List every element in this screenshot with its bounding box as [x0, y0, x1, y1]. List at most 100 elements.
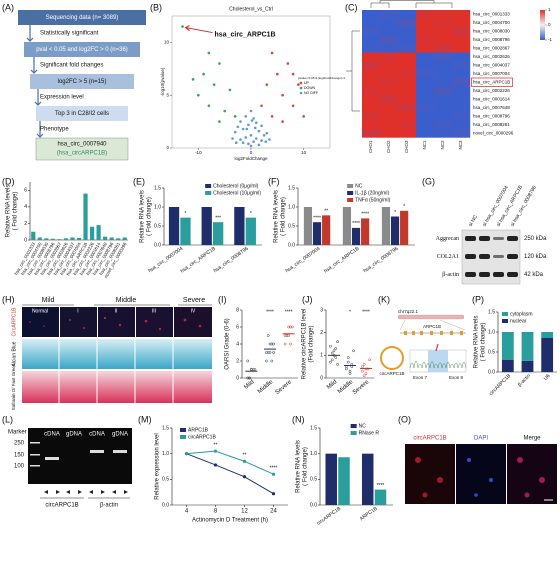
- heat-cell: [398, 61, 417, 70]
- point: [330, 358, 334, 362]
- bar: [57, 239, 62, 240]
- row-label: hsa_circ_0004037: [473, 62, 510, 67]
- bar: [50, 238, 55, 240]
- heat-cell: [452, 103, 471, 113]
- junction-arrow: [435, 343, 439, 352]
- point: [212, 83, 216, 86]
- significance: ****: [313, 216, 321, 222]
- heat-cell: [380, 112, 399, 121]
- bands: [465, 236, 518, 277]
- target-label: β-actin: [100, 503, 118, 509]
- significance: ****: [362, 309, 370, 315]
- heat-cell: [452, 61, 471, 70]
- bar-segment: [521, 332, 534, 361]
- point: [276, 72, 279, 76]
- y-axis-label: Relative circARPC1B level: [302, 309, 308, 380]
- y-tick-label: 1.5: [310, 425, 317, 431]
- y-tick-label: 0.5: [154, 223, 161, 229]
- y-tick-label: 0.0: [288, 242, 295, 248]
- significance: **: [324, 209, 328, 215]
- grade-label: I: [77, 308, 78, 314]
- significance: **: [214, 442, 218, 448]
- panel-label: (I): [218, 294, 227, 304]
- panel-label: (N): [292, 414, 305, 424]
- point: [236, 125, 240, 129]
- seq-text: chr7q22.1: [398, 309, 419, 314]
- marker: [242, 459, 247, 463]
- y-tick-label: 0.5: [310, 477, 317, 483]
- point: [272, 342, 275, 346]
- heat-cell: [380, 86, 399, 96]
- point: [287, 334, 291, 337]
- y-axis-label: -log10(pvalue): [160, 67, 165, 96]
- heat-cell: [398, 120, 417, 130]
- heat-cell: [452, 35, 471, 45]
- heat-cell: [452, 95, 471, 104]
- y-tick-label: 0.0: [488, 369, 495, 375]
- x-tick-label: Middle: [257, 379, 275, 395]
- bar-segment: [521, 360, 534, 372]
- step-box: [18, 10, 146, 25]
- bar: [31, 231, 36, 240]
- heat-cell: [362, 18, 381, 28]
- point: [252, 140, 255, 143]
- row-label: hsa_circ_0008030: [473, 28, 510, 33]
- x-tick-label: Severe: [275, 379, 294, 396]
- x-tick-label: -10: [195, 150, 202, 155]
- panel-label: (M): [138, 414, 152, 424]
- seq-text: Exon 8: [449, 375, 464, 380]
- row-label: hsa_circ_0007648: [473, 105, 510, 110]
- bar: [44, 238, 49, 240]
- panel-label: (J): [302, 294, 313, 304]
- y-tick-label: 1: [320, 353, 323, 359]
- y-tick-label: 0.0: [310, 502, 317, 508]
- heat-cell: [416, 61, 435, 70]
- lane-label: cDNA: [89, 432, 105, 438]
- row-label: hsa_circ_0002626: [473, 54, 510, 59]
- legend-swatch: [180, 435, 186, 439]
- point: [289, 342, 292, 346]
- point: [244, 136, 248, 139]
- image: [98, 307, 135, 337]
- legend-label: ARPC1B: [188, 427, 209, 433]
- legend-label: NC: [355, 183, 363, 189]
- point: [265, 359, 268, 363]
- point: [252, 117, 255, 120]
- row-label: hsa_circ_0002226: [473, 88, 510, 93]
- bar: [96, 225, 101, 240]
- heat-cell: [398, 44, 417, 53]
- point: [207, 51, 211, 55]
- panel-label: (D): [2, 176, 15, 186]
- channel-label: Merge: [523, 436, 541, 442]
- heat-cell: [380, 35, 399, 45]
- x-tick-label: Mild: [326, 379, 338, 391]
- flowchart: (A) Sequencing data (n= 3089) Statistica…: [2, 2, 146, 161]
- marker: [213, 449, 218, 453]
- point: [336, 340, 339, 344]
- marker: [271, 472, 276, 476]
- grade-label: II: [115, 308, 118, 314]
- y-axis-label: ( Fold change): [481, 323, 487, 362]
- y-tick-label: 1.0: [154, 204, 161, 210]
- point: [364, 372, 368, 375]
- bar: [83, 193, 88, 240]
- exons: [404, 331, 463, 335]
- point: [260, 104, 263, 108]
- channel-label: circARPC1B: [413, 436, 446, 442]
- heat-cell: [416, 112, 435, 121]
- ladder-label: 150: [14, 453, 25, 459]
- image: [22, 339, 212, 369]
- point: [352, 349, 355, 353]
- histology: (H) Mild Middle Severe Normal I II III I…: [2, 294, 212, 410]
- stain-label: Alcian Blue: [11, 341, 17, 366]
- bar-segment: [541, 332, 554, 338]
- point: [241, 141, 245, 145]
- western-blot: (G) si NC si hsa_circ_0007004 si hsa_cir…: [422, 176, 547, 285]
- row-label: novel_circ_0000296: [473, 130, 514, 135]
- heat-cell: [452, 112, 471, 121]
- legend-title: pvalue<0.05 & |log2FoldChange|>1: [298, 76, 345, 80]
- point: [207, 104, 211, 108]
- heat-cell: [362, 27, 381, 36]
- bar: [381, 207, 391, 245]
- point: [181, 25, 184, 28]
